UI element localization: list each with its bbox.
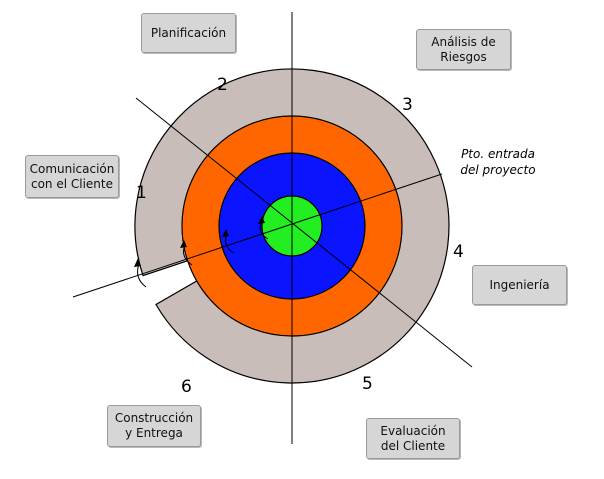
spiral-arrow-icon bbox=[134, 258, 147, 288]
sector-number-4: 4 bbox=[453, 242, 464, 262]
sector-number-6: 6 bbox=[181, 377, 192, 397]
sector-number-1: 1 bbox=[136, 183, 147, 203]
sector-number-3: 3 bbox=[402, 95, 413, 115]
phase-box-evaluacion-cliente: Evaluación del Cliente bbox=[366, 418, 460, 459]
spiral-arrow-icon bbox=[258, 216, 269, 240]
sector-number-2: 2 bbox=[217, 75, 228, 95]
phase-box-analisis-riesgos: Análisis de Riesgos bbox=[416, 29, 511, 70]
diagonal-axis bbox=[135, 97, 473, 368]
sector-number-5: 5 bbox=[362, 374, 373, 394]
phase-box-ingenieria: Ingeniería bbox=[472, 265, 567, 305]
phase-box-planificacion: Planificación bbox=[141, 13, 236, 53]
entry-point-label: Pto. entrada del proyecto bbox=[460, 147, 536, 177]
phase-box-comunicacion-cliente: Comunicación con el Cliente bbox=[25, 155, 119, 198]
spiral-arrow-icon bbox=[222, 229, 235, 254]
phase-box-construccion-entrega: Construcción y Entrega bbox=[107, 405, 201, 447]
entry-line bbox=[72, 173, 443, 298]
spiral-arrow-icon bbox=[180, 240, 193, 266]
